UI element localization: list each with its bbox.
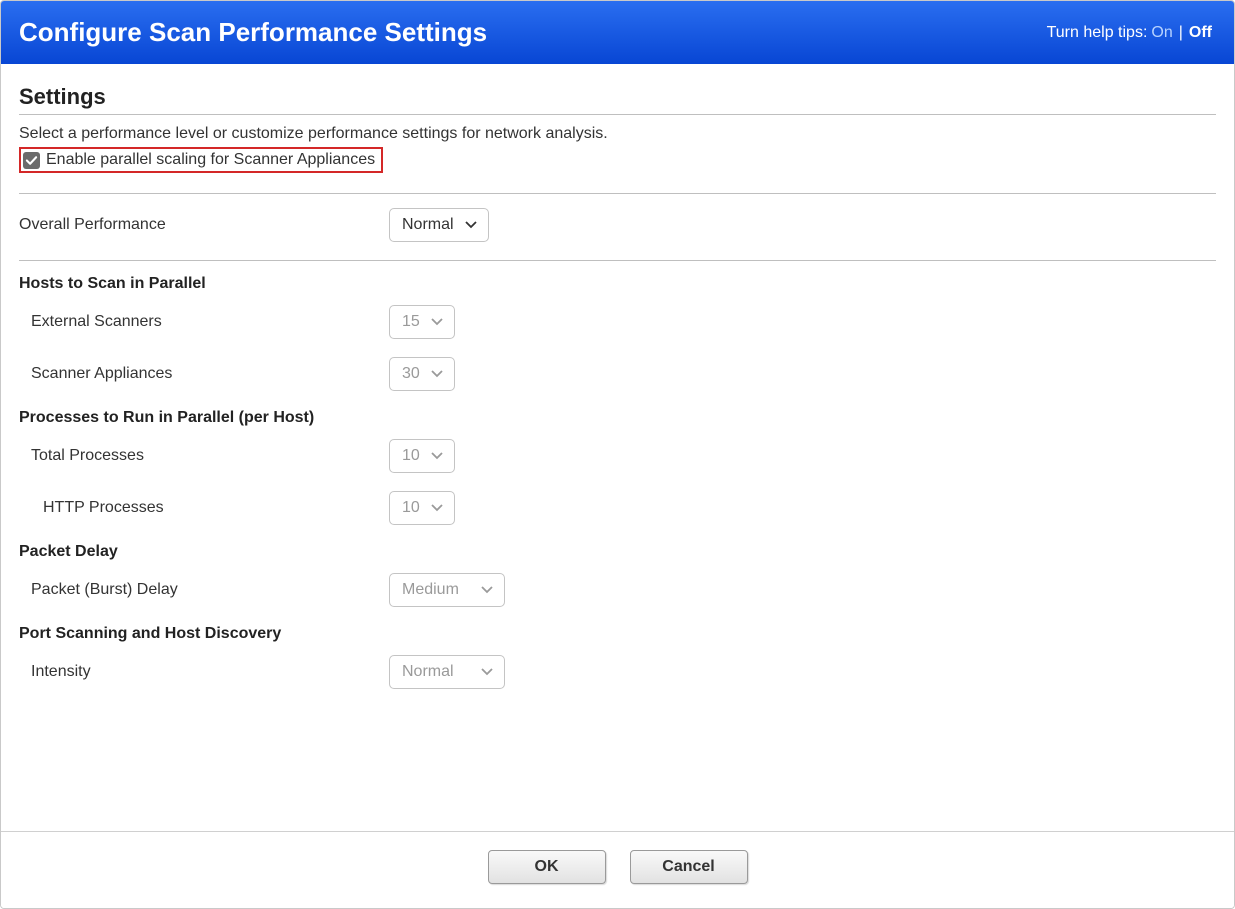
dialog-content: Settings Select a performance level or c… [1,64,1234,831]
total-processes-label: Total Processes [19,447,389,465]
packet-delay-heading: Packet Delay [19,543,1216,561]
cancel-button[interactable]: Cancel [630,850,748,884]
chevron-down-icon [430,315,444,329]
chevron-down-icon [480,665,494,679]
settings-description: Select a performance level or customize … [19,125,1216,143]
dialog-window: Configure Scan Performance Settings Turn… [0,0,1235,909]
external-scanners-value: 15 [402,313,420,331]
ok-button[interactable]: OK [488,850,606,884]
chevron-down-icon [430,367,444,381]
chevron-down-icon [430,501,444,515]
intensity-row: Intensity Normal [19,655,1216,689]
checkmark-icon [25,154,38,167]
overall-performance-row: Overall Performance Normal [19,208,1216,242]
intensity-select[interactable]: Normal [389,655,505,689]
scanner-appliances-label: Scanner Appliances [19,365,389,383]
help-tips-separator: | [1179,24,1183,42]
processes-heading: Processes to Run in Parallel (per Host) [19,409,1216,427]
hosts-heading: Hosts to Scan in Parallel [19,275,1216,293]
external-scanners-row: External Scanners 15 [19,305,1216,339]
http-processes-value: 10 [402,499,420,517]
external-scanners-label: External Scanners [19,313,389,331]
chevron-down-icon [480,583,494,597]
chevron-down-icon [464,218,478,232]
http-processes-row: HTTP Processes 10 [19,491,1216,525]
total-processes-value: 10 [402,447,420,465]
packet-burst-select[interactable]: Medium [389,573,505,607]
help-tips-off[interactable]: Off [1189,24,1212,42]
packet-burst-value: Medium [402,581,459,599]
help-tips-toggle: Turn help tips: On | Off [1047,24,1212,42]
port-scanning-heading: Port Scanning and Host Discovery [19,625,1216,643]
settings-heading: Settings [19,84,1216,115]
scanner-appliances-select[interactable]: 30 [389,357,455,391]
dialog-title: Configure Scan Performance Settings [19,17,487,48]
help-tips-label: Turn help tips: [1047,24,1148,42]
divider [19,193,1216,194]
scanner-appliances-row: Scanner Appliances 30 [19,357,1216,391]
enable-parallel-label: Enable parallel scaling for Scanner Appl… [46,151,375,169]
http-processes-label: HTTP Processes [19,499,389,517]
overall-performance-select[interactable]: Normal [389,208,489,242]
help-tips-on[interactable]: On [1151,24,1172,42]
dialog-footer: OK Cancel [1,831,1234,908]
chevron-down-icon [430,449,444,463]
packet-burst-row: Packet (Burst) Delay Medium [19,573,1216,607]
overall-performance-value: Normal [402,216,454,234]
intensity-value: Normal [402,663,454,681]
enable-parallel-highlight: Enable parallel scaling for Scanner Appl… [19,147,383,173]
dialog-header: Configure Scan Performance Settings Turn… [1,1,1234,64]
http-processes-select[interactable]: 10 [389,491,455,525]
scanner-appliances-value: 30 [402,365,420,383]
external-scanners-select[interactable]: 15 [389,305,455,339]
intensity-label: Intensity [19,663,389,681]
packet-burst-label: Packet (Burst) Delay [19,581,389,599]
total-processes-row: Total Processes 10 [19,439,1216,473]
divider [19,260,1216,261]
enable-parallel-checkbox[interactable] [23,152,40,169]
total-processes-select[interactable]: 10 [389,439,455,473]
overall-performance-label: Overall Performance [19,216,389,234]
